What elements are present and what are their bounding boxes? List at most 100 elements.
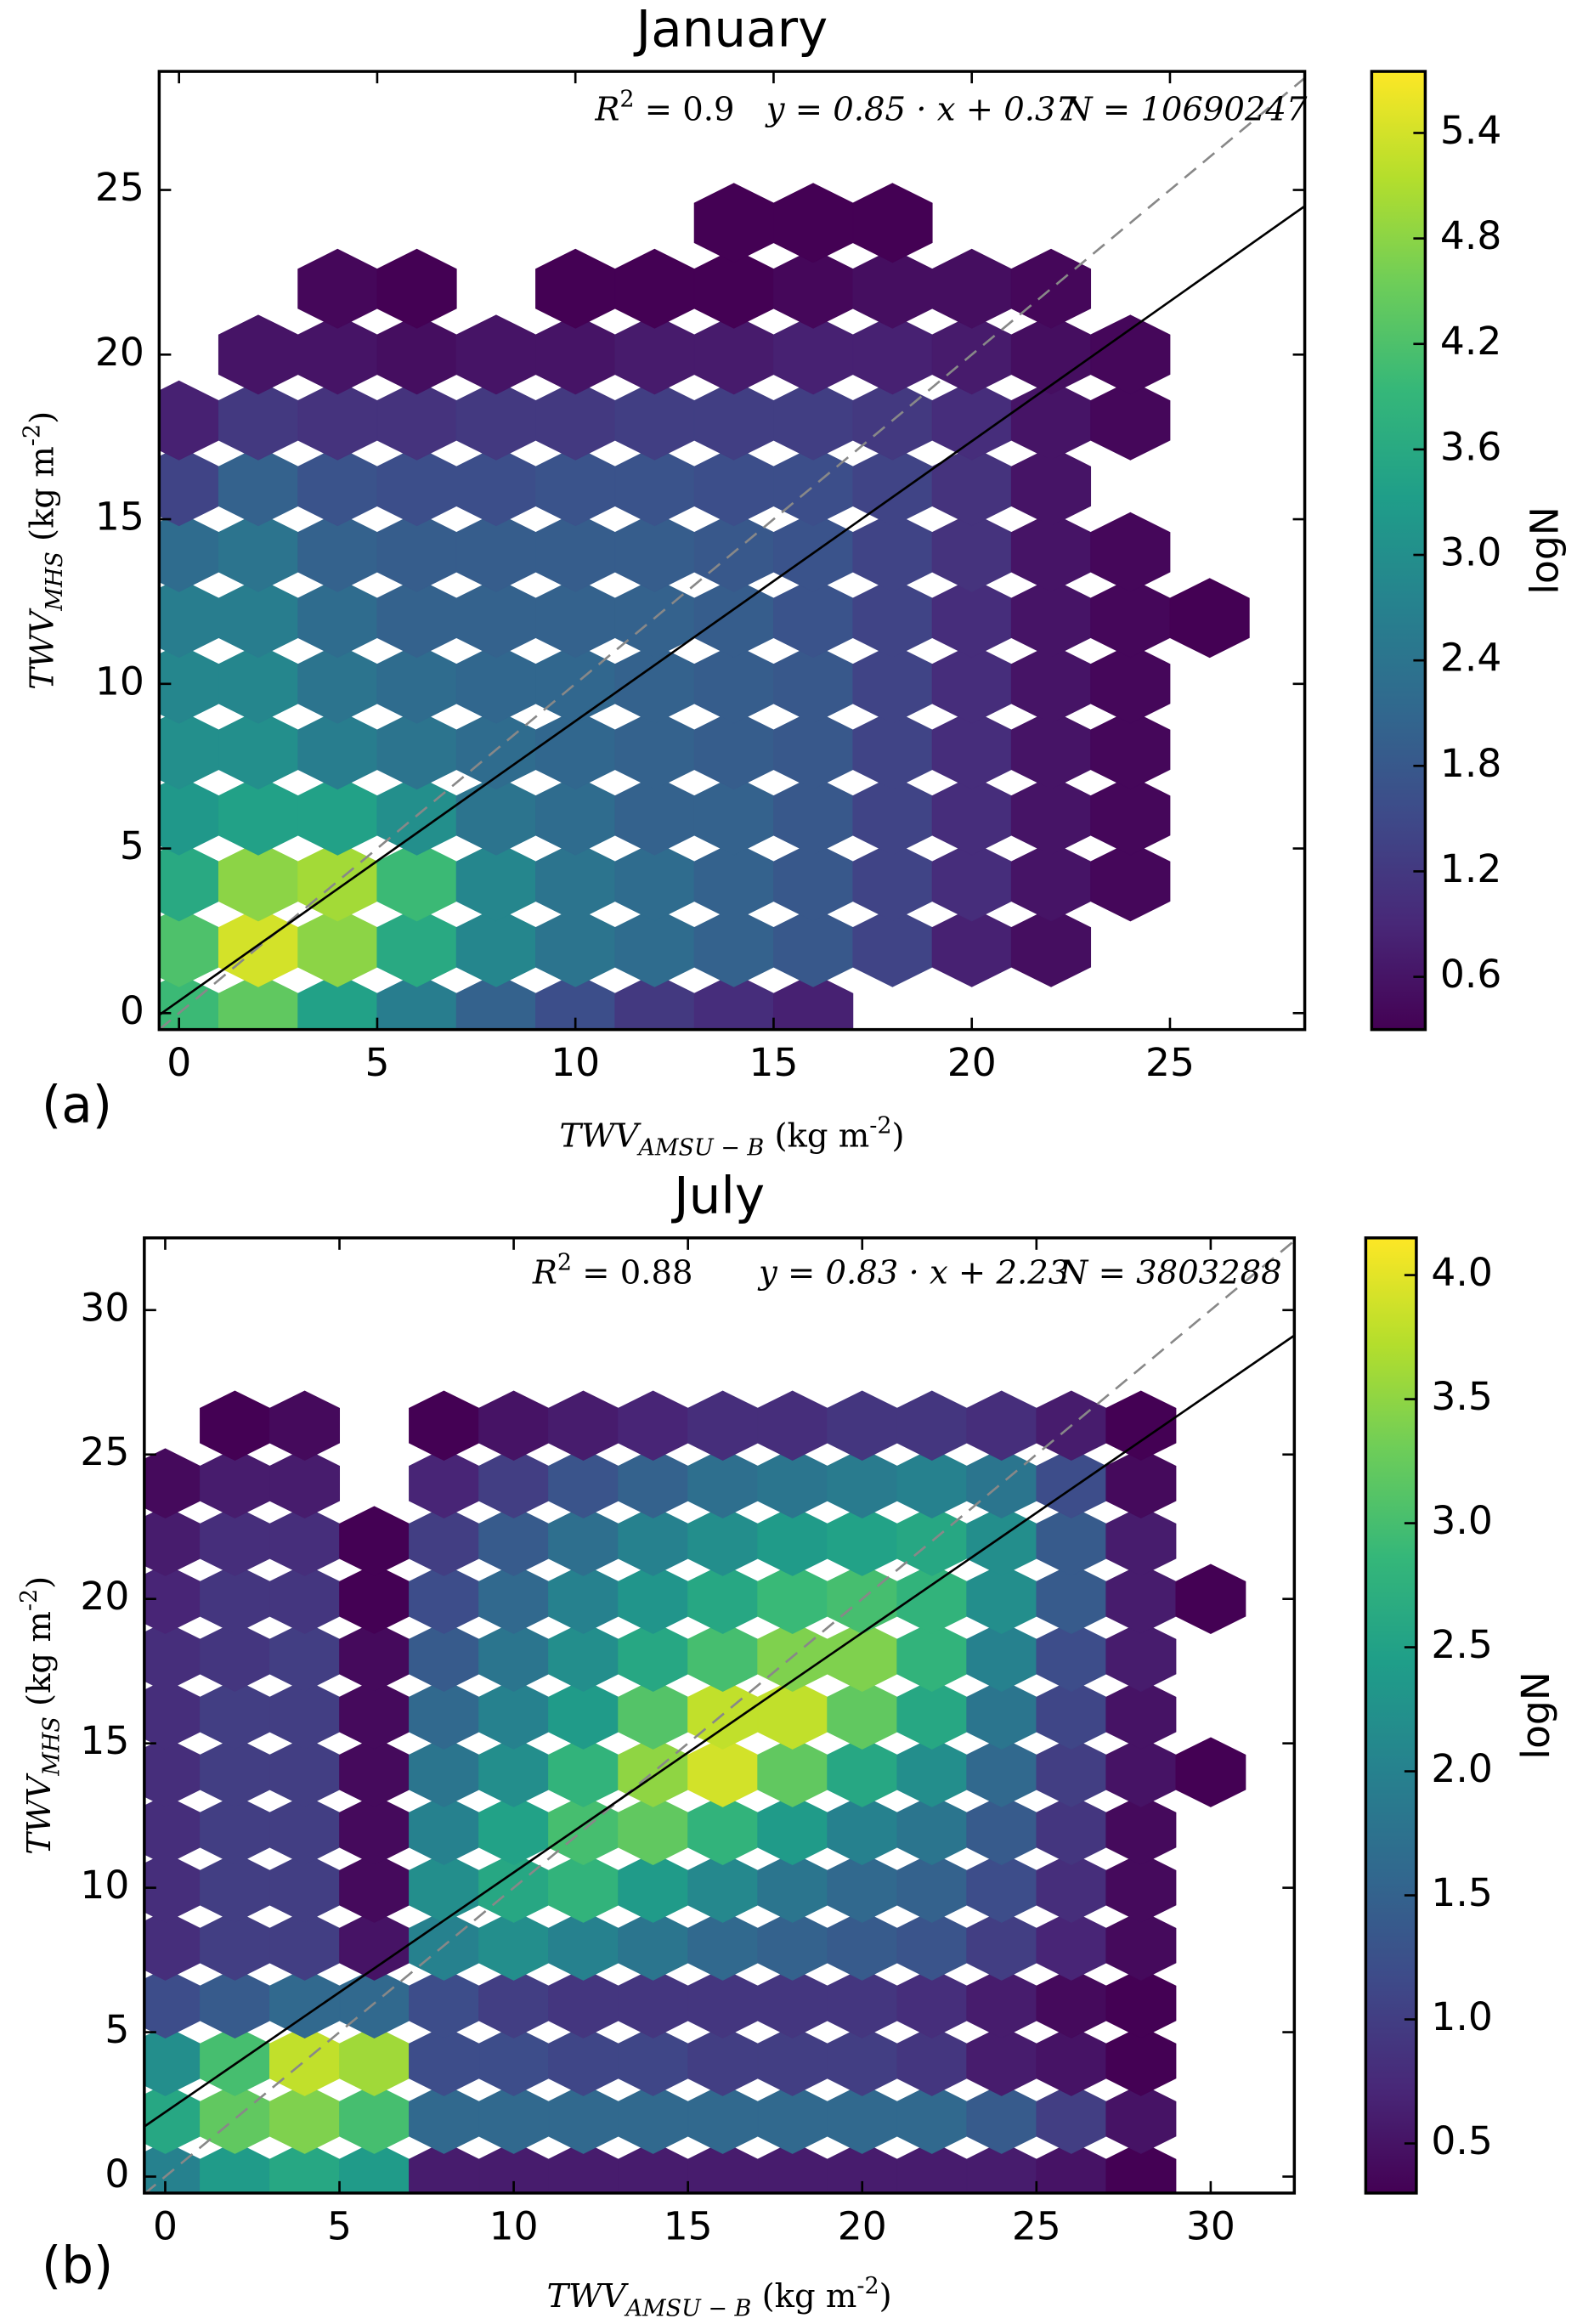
x-axis-label: TWVAMSU − B (kg m-2) [546, 2273, 891, 2321]
colorbar-tick-label: 0.6 [1440, 952, 1501, 997]
colorbar-tick-label: 1.5 [1431, 1870, 1492, 1915]
fit-line [144, 1334, 1295, 2128]
r2-annotation: R2 = 0.88 [532, 1249, 693, 1292]
hex-cell [218, 314, 299, 395]
plot-area [159, 76, 1305, 1030]
hex-cell [1090, 380, 1171, 461]
panel-label: (b) [42, 2236, 113, 2295]
colorbar-tick-label: 4.0 [1431, 1250, 1492, 1295]
colorbar-tick-label: 3.0 [1440, 530, 1501, 575]
x-tick-label: 25 [1012, 2203, 1061, 2248]
r2-annotation: R2 = 0.9 [594, 86, 734, 129]
hex-cell [339, 1506, 410, 1576]
colorbar-tick-label: 1.0 [1431, 1994, 1492, 2039]
x-tick-label: 0 [167, 1040, 191, 1085]
hex-cell [1105, 1852, 1177, 1923]
y-tick-label: 0 [120, 988, 144, 1033]
one-to-one-line [159, 76, 1305, 1030]
hex-cell [1105, 1910, 1177, 1981]
hex-cell [535, 248, 616, 329]
hex-cell [1105, 1679, 1177, 1750]
hex-cell [1010, 446, 1092, 527]
colorbar-tick-label: 1.2 [1440, 846, 1501, 891]
label-part: AMSU − B [624, 2295, 752, 2321]
hex-cell [376, 248, 457, 329]
panel-label: (a) [42, 1077, 112, 1135]
label-part: AMSU − B [636, 1134, 764, 1161]
y-tick-label: 10 [95, 659, 144, 704]
label-part: -2 [869, 1112, 891, 1139]
hex-cell [1105, 1968, 1177, 2038]
y-tick-label: 0 [105, 2152, 129, 2197]
hex-cell [1105, 1795, 1177, 1865]
fit-annotation: y = 0.85 · x + 0.37 [765, 90, 1077, 128]
x-axis-label: TWVAMSU − B (kg m-2) [559, 1112, 904, 1161]
label-part: -2 [856, 2273, 879, 2299]
plot-frame [157, 70, 1307, 1032]
hex-cell [618, 1390, 689, 1462]
x-tick-label: 30 [1186, 2203, 1235, 2248]
x-tick-label: 5 [365, 1040, 389, 1085]
hex-cell [773, 973, 854, 1030]
hex-cell [1105, 2141, 1177, 2193]
plot-area [144, 1240, 1295, 2193]
y-tick-label: 15 [95, 495, 144, 540]
hex-cell [693, 183, 774, 263]
label-part: (kg m [751, 2277, 856, 2316]
colorbar-tick-label: 1.8 [1440, 741, 1501, 786]
label-part: -2 [19, 424, 45, 446]
hex-cell [455, 314, 536, 395]
y-tick-label: 20 [80, 1574, 129, 1619]
hex-cell [966, 1390, 1037, 1462]
colorbar-label: logN [1513, 1671, 1558, 1759]
label-part: = 0.88 [572, 1254, 693, 1292]
hex-cell [1090, 643, 1171, 724]
label-part: TWV [20, 1773, 59, 1855]
hex-cell [687, 1390, 759, 1462]
label-part: TWV [546, 2277, 629, 2316]
y-tick-label: 20 [95, 330, 144, 375]
label-part: (kg m [24, 446, 62, 551]
hex-cell [1090, 841, 1171, 922]
label-part: MHS [41, 551, 67, 612]
x-tick-label: 20 [947, 1040, 997, 1085]
n-annotation: N = 10690247 [1063, 90, 1308, 128]
one-to-one-line [144, 1240, 1295, 2193]
y-tick-label: 5 [120, 823, 144, 868]
hex-cell [1090, 512, 1171, 592]
chart-title: July [670, 1167, 765, 1225]
fit-line [159, 205, 1305, 1016]
fit-annotation: y = 0.83 · x + 2.23 [757, 1254, 1069, 1292]
x-tick-label: 25 [1145, 1040, 1195, 1085]
colorbar-tick-label: 0.5 [1431, 2118, 1492, 2163]
x-tick-label: 0 [153, 2203, 178, 2248]
hex-cell [896, 1390, 968, 1462]
y-tick-label: 15 [80, 1718, 129, 1763]
hex-cell [614, 248, 695, 329]
label-part: 2 [619, 86, 634, 112]
y-tick-label: 30 [80, 1285, 129, 1330]
hex-cell [200, 1390, 270, 1462]
hex-cell [1105, 1390, 1177, 1462]
y-tick-label: 5 [105, 2007, 129, 2052]
hex-cell [757, 1390, 828, 1462]
hex-cell [478, 1390, 550, 1462]
hex-cell [144, 1448, 201, 1518]
label-part: ) [892, 1117, 905, 1155]
x-tick-label: 20 [838, 2203, 887, 2248]
label-part: = 0.9 [635, 90, 735, 128]
hex-cell [1175, 1737, 1246, 1807]
hex-cell [548, 1390, 619, 1462]
x-tick-label: 15 [749, 1040, 798, 1085]
x-tick-label: 10 [551, 1040, 600, 1085]
colorbar-tick-label: 5.4 [1440, 108, 1501, 153]
y-axis-label: TWVMHS (kg m-2) [16, 1576, 65, 1855]
colorbar-tick-label: 4.2 [1440, 319, 1501, 364]
colorbar-tick-label: 3.0 [1431, 1498, 1492, 1543]
hex-cell [931, 248, 1012, 329]
hex-cell [297, 248, 378, 329]
label-part: ) [24, 411, 62, 424]
hex-cell [409, 1390, 480, 1462]
label-part: ) [879, 2277, 892, 2316]
